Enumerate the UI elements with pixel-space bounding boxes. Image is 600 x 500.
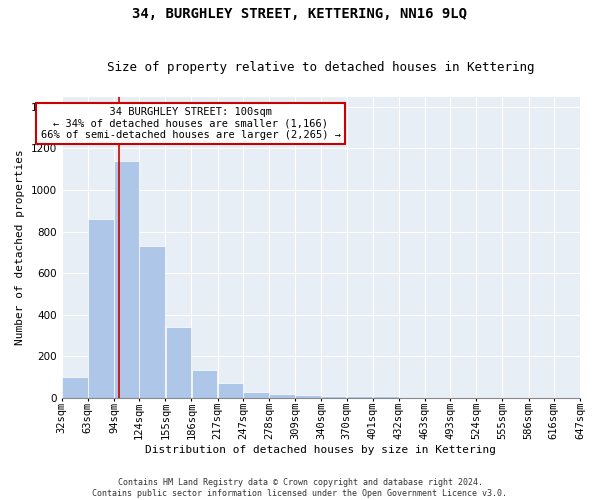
Text: Contains HM Land Registry data © Crown copyright and database right 2024.
Contai: Contains HM Land Registry data © Crown c…: [92, 478, 508, 498]
Bar: [243, 392, 269, 398]
Bar: [88, 219, 114, 398]
Bar: [114, 161, 139, 398]
Text: 34 BURGHLEY STREET: 100sqm  
← 34% of detached houses are smaller (1,166)
66% of: 34 BURGHLEY STREET: 100sqm ← 34% of deta…: [41, 107, 341, 140]
Bar: [62, 377, 88, 398]
X-axis label: Distribution of detached houses by size in Kettering: Distribution of detached houses by size …: [145, 445, 496, 455]
Bar: [269, 394, 295, 398]
Bar: [218, 383, 242, 398]
Text: 34, BURGHLEY STREET, KETTERING, NN16 9LQ: 34, BURGHLEY STREET, KETTERING, NN16 9LQ: [133, 8, 467, 22]
Bar: [322, 396, 346, 398]
Bar: [347, 396, 373, 398]
Title: Size of property relative to detached houses in Kettering: Size of property relative to detached ho…: [107, 62, 535, 74]
Bar: [166, 327, 191, 398]
Bar: [191, 370, 217, 398]
Bar: [295, 394, 321, 398]
Y-axis label: Number of detached properties: Number of detached properties: [15, 150, 25, 345]
Bar: [139, 246, 165, 398]
Bar: [373, 396, 398, 398]
